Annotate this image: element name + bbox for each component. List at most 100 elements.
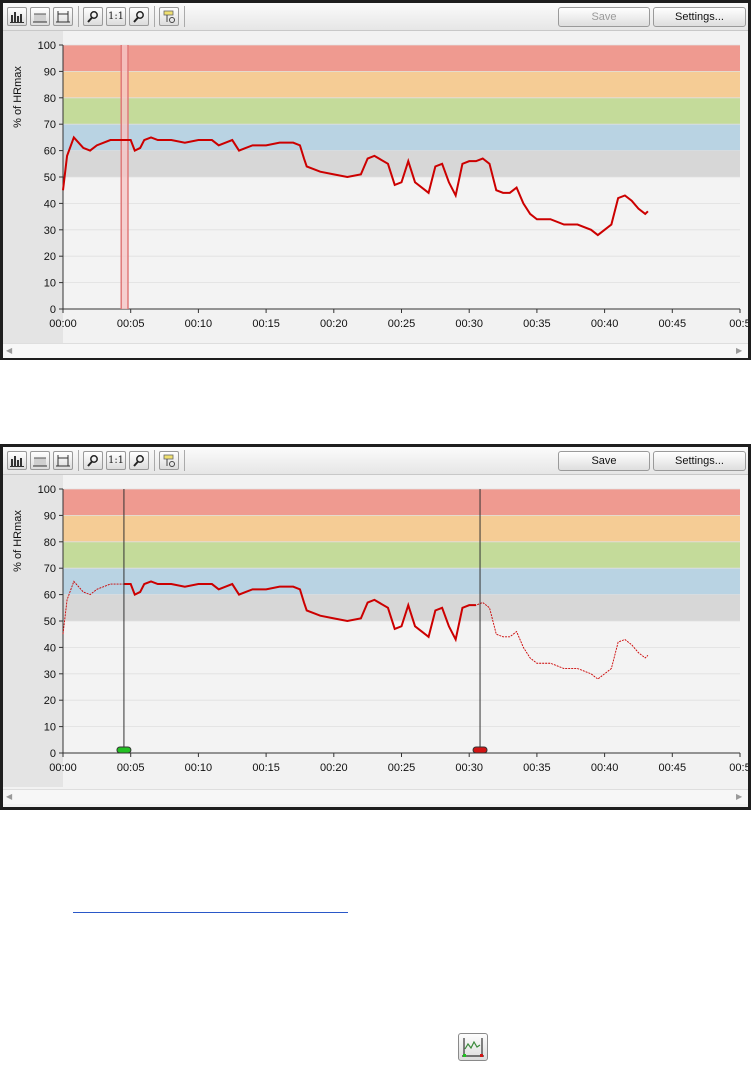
x-tick-label: 00:10 — [185, 318, 213, 330]
y-tick-label: 30 — [44, 225, 56, 237]
magnifier-glyph — [133, 11, 144, 23]
x-tick-label: 00:30 — [455, 318, 483, 330]
zoom-in-icon[interactable] — [83, 451, 103, 470]
zoom-reset-button[interactable]: 1:1 — [106, 7, 126, 26]
hr-chart-svg[interactable]: 0 10 20 30 40 50 60 70 80 90 100 00:00 00:05 00:10 00:… — [3, 31, 751, 343]
y-tick-label: 20 — [44, 251, 56, 263]
area-chart-icon[interactable] — [30, 451, 50, 470]
selection-band — [121, 45, 128, 309]
x-tick-label: 00:5 — [729, 318, 748, 330]
toolbar-separator — [154, 6, 155, 27]
zoom-in-icon[interactable] — [83, 7, 103, 26]
settings-button[interactable]: Settings... — [653, 451, 746, 471]
range-end-handle[interactable] — [472, 746, 488, 754]
toolbar-separator — [184, 6, 185, 27]
y-tick-label: 50 — [44, 172, 56, 184]
marker-tool-icon[interactable] — [159, 451, 179, 470]
hr-zone-band — [63, 71, 740, 98]
zoom-out-icon[interactable] — [129, 7, 149, 26]
hr-zone-band — [63, 150, 740, 177]
y-tick-label: 30 — [44, 669, 56, 681]
range-chart-icon[interactable] — [53, 451, 73, 470]
hr-graph-glyph — [462, 1038, 484, 1057]
x-tick-label: 00:10 — [185, 762, 213, 774]
y-tick-label: 20 — [44, 695, 56, 707]
magnifier-glyph — [133, 455, 144, 467]
horizontal-scrollbar[interactable]: ◀ ▶ — [3, 343, 748, 358]
y-tick-label: 70 — [44, 119, 56, 131]
x-tick-label: 00:20 — [320, 762, 348, 774]
zoom-out-icon[interactable] — [129, 451, 149, 470]
magnifier-glyph — [87, 11, 98, 23]
marker-glyph — [163, 454, 175, 467]
chart-toolbar: 1:1 Save Settings... — [3, 447, 748, 475]
y-axis-label: % of HRmax — [12, 510, 24, 572]
x-tick-label: 00:05 — [117, 318, 145, 330]
hr-chart[interactable]: 0 10 20 30 40 50 60 70 80 90 100 00:00 00:05 00:10 00:… — [3, 31, 751, 343]
range-start-handle[interactable] — [116, 746, 132, 754]
y-tick-label: 100 — [38, 484, 56, 496]
y-tick-label: 40 — [44, 642, 56, 654]
hyperlink-underline[interactable] — [73, 912, 348, 913]
bar-chart-glyph — [10, 12, 24, 23]
x-tick-label: 00:35 — [523, 762, 551, 774]
y-tick-label: 50 — [44, 616, 56, 628]
settings-button[interactable]: Settings... — [653, 7, 746, 27]
bar-chart-glyph — [10, 456, 24, 467]
x-tick-label: 00:40 — [591, 318, 619, 330]
save-button[interactable]: Save — [558, 7, 650, 27]
save-button[interactable]: Save — [558, 451, 650, 471]
x-tick-label: 00:25 — [388, 318, 416, 330]
y-tick-label: 0 — [50, 304, 56, 316]
y-tick-label: 100 — [38, 40, 56, 52]
scroll-right-arrow[interactable]: ▶ — [736, 346, 743, 355]
y-tick-label: 70 — [44, 563, 56, 575]
x-tick-label: 00:00 — [49, 318, 77, 330]
scroll-left-arrow[interactable]: ◀ — [6, 346, 13, 355]
chart-toolbar: 1:1 Save Settings... — [3, 3, 748, 31]
range-chart-glyph — [56, 455, 70, 467]
y-tick-label: 60 — [44, 146, 56, 158]
y-axis-strip — [3, 31, 63, 343]
x-tick-label: 00:45 — [659, 762, 687, 774]
x-tick-label: 00:15 — [252, 762, 280, 774]
bar-chart-icon[interactable] — [7, 451, 27, 470]
range-chart-icon[interactable] — [53, 7, 73, 26]
y-tick-label: 40 — [44, 198, 56, 210]
hr-zone-band — [63, 594, 740, 621]
scroll-right-arrow[interactable]: ▶ — [736, 792, 743, 801]
zoom-reset-button[interactable]: 1:1 — [106, 451, 126, 470]
horizontal-scrollbar[interactable]: ◀ ▶ — [3, 789, 748, 804]
hr-zone-band — [63, 568, 740, 595]
y-tick-label: 80 — [44, 93, 56, 105]
hr-chart-svg[interactable]: 0 10 20 30 40 50 60 70 80 90 100 00:00 00:05 00:10 00:… — [3, 475, 751, 787]
marker-tool-icon[interactable] — [159, 7, 179, 26]
range-chart-glyph — [56, 11, 70, 23]
area-chart-icon[interactable] — [30, 7, 50, 26]
bar-chart-icon[interactable] — [7, 7, 27, 26]
hr-chart-panel-2: 1:1 Save Settings... 0 10 20 30 40 50 60 70 80 90… — [0, 444, 751, 810]
x-tick-label: 00:30 — [455, 762, 483, 774]
x-tick-label: 00:20 — [320, 318, 348, 330]
x-tick-label: 00:05 — [117, 762, 145, 774]
x-tick-label: 00:45 — [659, 318, 687, 330]
x-tick-label: 00:5 — [729, 762, 748, 774]
y-axis-strip — [3, 475, 63, 787]
y-tick-label: 90 — [44, 510, 56, 522]
x-tick-label: 00:00 — [49, 762, 77, 774]
hr-zone-band — [63, 45, 740, 72]
hr-zone-band — [63, 515, 740, 542]
marker-glyph — [163, 10, 175, 23]
hr-line — [62, 135, 649, 237]
hr-line-selected — [123, 580, 476, 643]
hr-chart[interactable]: 0 10 20 30 40 50 60 70 80 90 100 00:00 00:05 00:10 00:… — [3, 475, 751, 787]
x-tick-label: 00:25 — [388, 762, 416, 774]
hr-zone-band — [63, 489, 740, 516]
hr-zone-band — [63, 97, 740, 125]
scroll-left-arrow[interactable]: ◀ — [6, 792, 13, 801]
hr-zone-band — [63, 541, 740, 569]
panel-body: 1:1 Save Settings... 0 10 20 30 40 50 60 70 80 90… — [3, 3, 751, 358]
hr-graph-icon[interactable] — [458, 1033, 488, 1061]
x-tick-label: 00:40 — [591, 762, 619, 774]
x-tick-label: 00:15 — [252, 318, 280, 330]
